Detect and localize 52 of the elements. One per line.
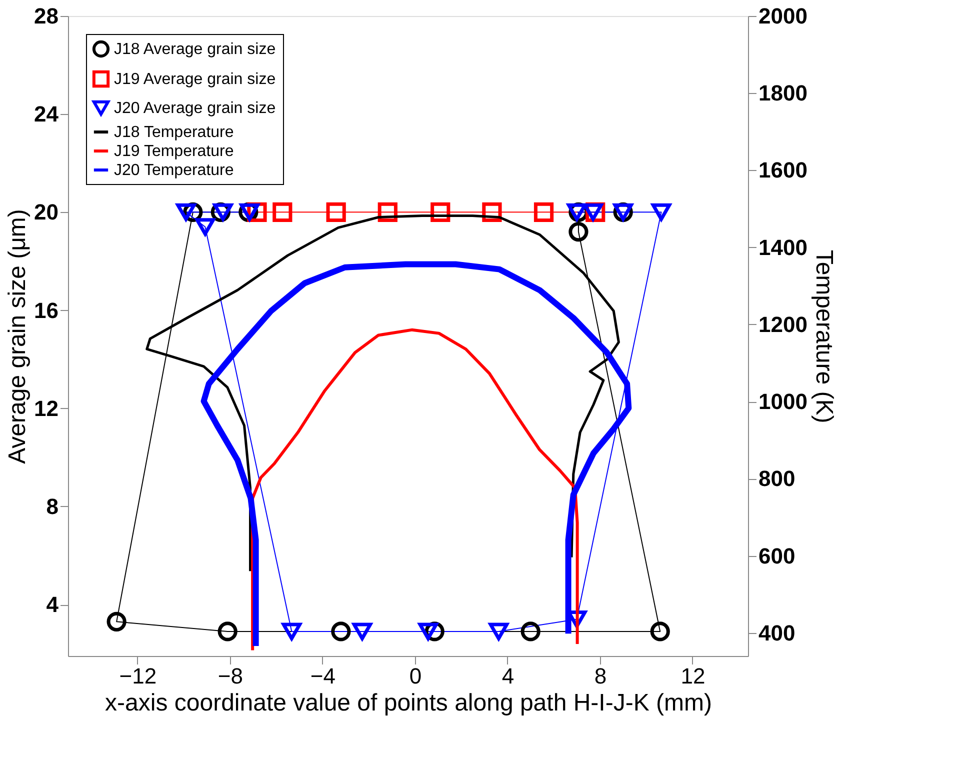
y-tick-label: 8 (46, 494, 58, 519)
point (650, 622, 670, 642)
legend-label: J18 Temperature (114, 124, 234, 141)
y-tick-label: 4 (46, 592, 60, 618)
x-tick-label: −12 (119, 664, 157, 688)
y-tick-label: 24 (34, 102, 60, 127)
legend-label: J19 Average grain size (114, 71, 276, 88)
x-axis-title: x-axis coordinate value of points along path H-I-J-K (mm) (105, 690, 712, 716)
y-tick-label: 12 (34, 396, 58, 421)
point (352, 622, 372, 640)
point (176, 203, 196, 221)
y2-tick-label: 1000 (758, 389, 808, 414)
x-tick-label: −8 (218, 664, 243, 688)
y-tick-label: 16 (34, 298, 58, 323)
point (282, 622, 302, 640)
line-series (251, 328, 579, 652)
point (520, 622, 540, 642)
x-tick-label: 4 (502, 664, 514, 688)
point (331, 622, 351, 642)
point (418, 622, 438, 640)
y-tick-label: 28 (34, 4, 58, 28)
y2-tick-label: 600 (758, 543, 796, 568)
y-axis-title: Average grain size (μm) (4, 209, 32, 464)
y2-tick-label: 1400 (758, 234, 808, 260)
x-tick-label: 8 (594, 664, 607, 688)
y2-tick-label: 1800 (758, 80, 808, 106)
legend-label: J20 Average grain size (114, 100, 276, 117)
point (195, 218, 215, 236)
y-tick-label: 20 (34, 200, 58, 225)
point (106, 612, 126, 632)
legend-label: J18 Average grain size (114, 41, 276, 58)
y2-tick-label: 2000 (758, 4, 808, 28)
point (482, 202, 502, 222)
y2-tick-label: 800 (758, 466, 796, 492)
x-tick-label: −4 (310, 664, 336, 688)
legend-label: J19 Temperature (114, 143, 234, 160)
point (488, 622, 508, 640)
x-tick-label: 0 (409, 664, 422, 688)
point (430, 202, 450, 222)
point (534, 202, 554, 222)
y2-tick-label: 1200 (758, 312, 808, 337)
x-tick-label: 12 (680, 664, 706, 688)
point (218, 622, 238, 642)
legend-label: J20 Temperature (114, 162, 234, 179)
y2-axis-title: Temperature (K) (810, 250, 838, 424)
y2-tick-label: 1600 (758, 158, 808, 183)
y2-tick-label: 400 (758, 620, 796, 646)
point (272, 202, 292, 222)
point (651, 203, 672, 221)
point (326, 202, 346, 222)
point (568, 222, 588, 242)
point (378, 202, 398, 222)
